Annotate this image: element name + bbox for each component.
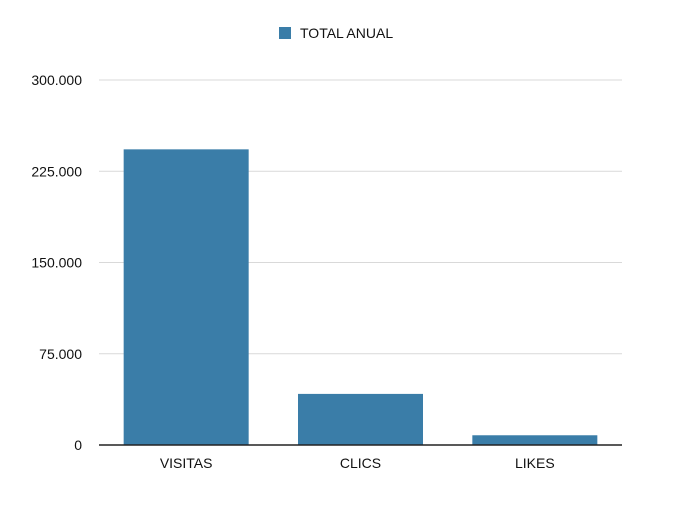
bar-visitas <box>123 149 249 445</box>
chart-legend: TOTAL ANUAL <box>279 25 393 41</box>
x-tick-label: VISITAS <box>160 455 213 471</box>
y-axis-ticks: 0 75.000 150.000 225.000 300.000 <box>31 72 82 453</box>
bar-clics <box>298 393 423 445</box>
x-axis-ticks: VISITAS CLICS LIKES <box>160 455 555 471</box>
bars <box>123 149 598 445</box>
y-tick-label: 225.000 <box>31 163 82 179</box>
x-tick-label: LIKES <box>515 455 555 471</box>
y-tick-label: 0 <box>74 437 82 453</box>
y-tick-label: 300.000 <box>31 72 82 88</box>
bar-likes <box>472 435 598 445</box>
y-tick-label: 75.000 <box>39 346 82 362</box>
y-tick-label: 150.000 <box>31 255 82 271</box>
legend-swatch <box>279 27 291 39</box>
legend-label: TOTAL ANUAL <box>300 25 393 41</box>
x-tick-label: CLICS <box>340 455 381 471</box>
